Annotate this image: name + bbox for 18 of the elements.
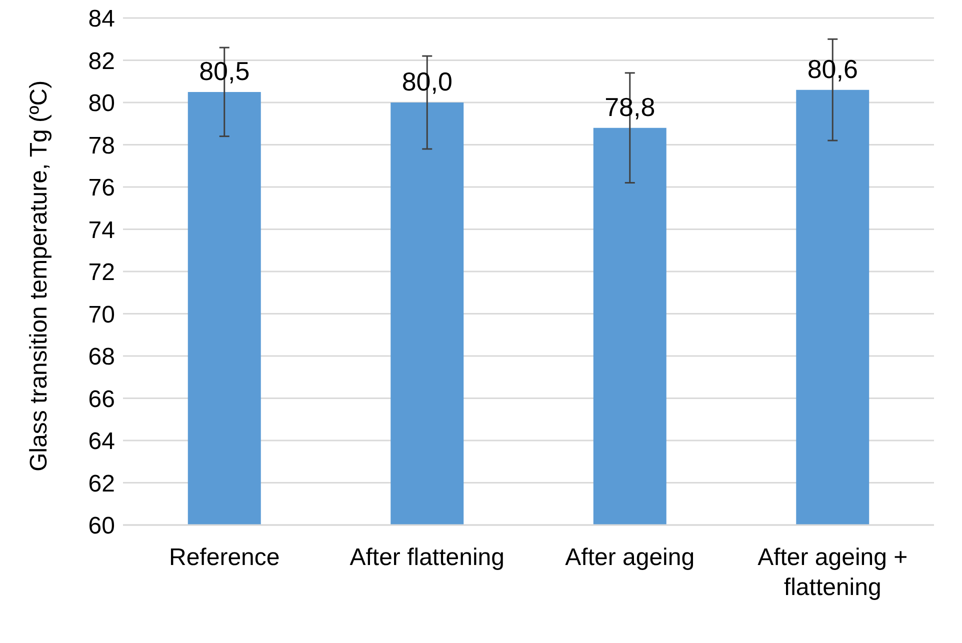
y-tick-label: 64 (88, 428, 115, 456)
y-tick-label: 66 (88, 386, 115, 413)
y-tick-label: 62 (88, 470, 115, 498)
x-tick-label: Reference (169, 544, 280, 571)
y-tick-label: 74 (88, 216, 115, 244)
y-tick-label: 60 (88, 512, 115, 540)
y-tick-label: 84 (88, 6, 115, 33)
y-tick-label: 80 (88, 90, 115, 118)
y-axis-title: Glass transition temperature, Tg (ºC) (26, 80, 53, 472)
y-tick-label: 70 (88, 301, 115, 328)
x-tick-label: After ageing (565, 544, 695, 571)
x-tick-label: After ageing + flattening (758, 544, 908, 601)
y-tick-label: 78 (88, 132, 115, 160)
x-tick-label: After flattening (350, 544, 505, 571)
y-tick-label: 76 (88, 174, 115, 202)
y-tick-label: 82 (88, 48, 115, 75)
y-tick-label: 72 (88, 259, 115, 286)
y-tick-label: 68 (88, 344, 115, 371)
